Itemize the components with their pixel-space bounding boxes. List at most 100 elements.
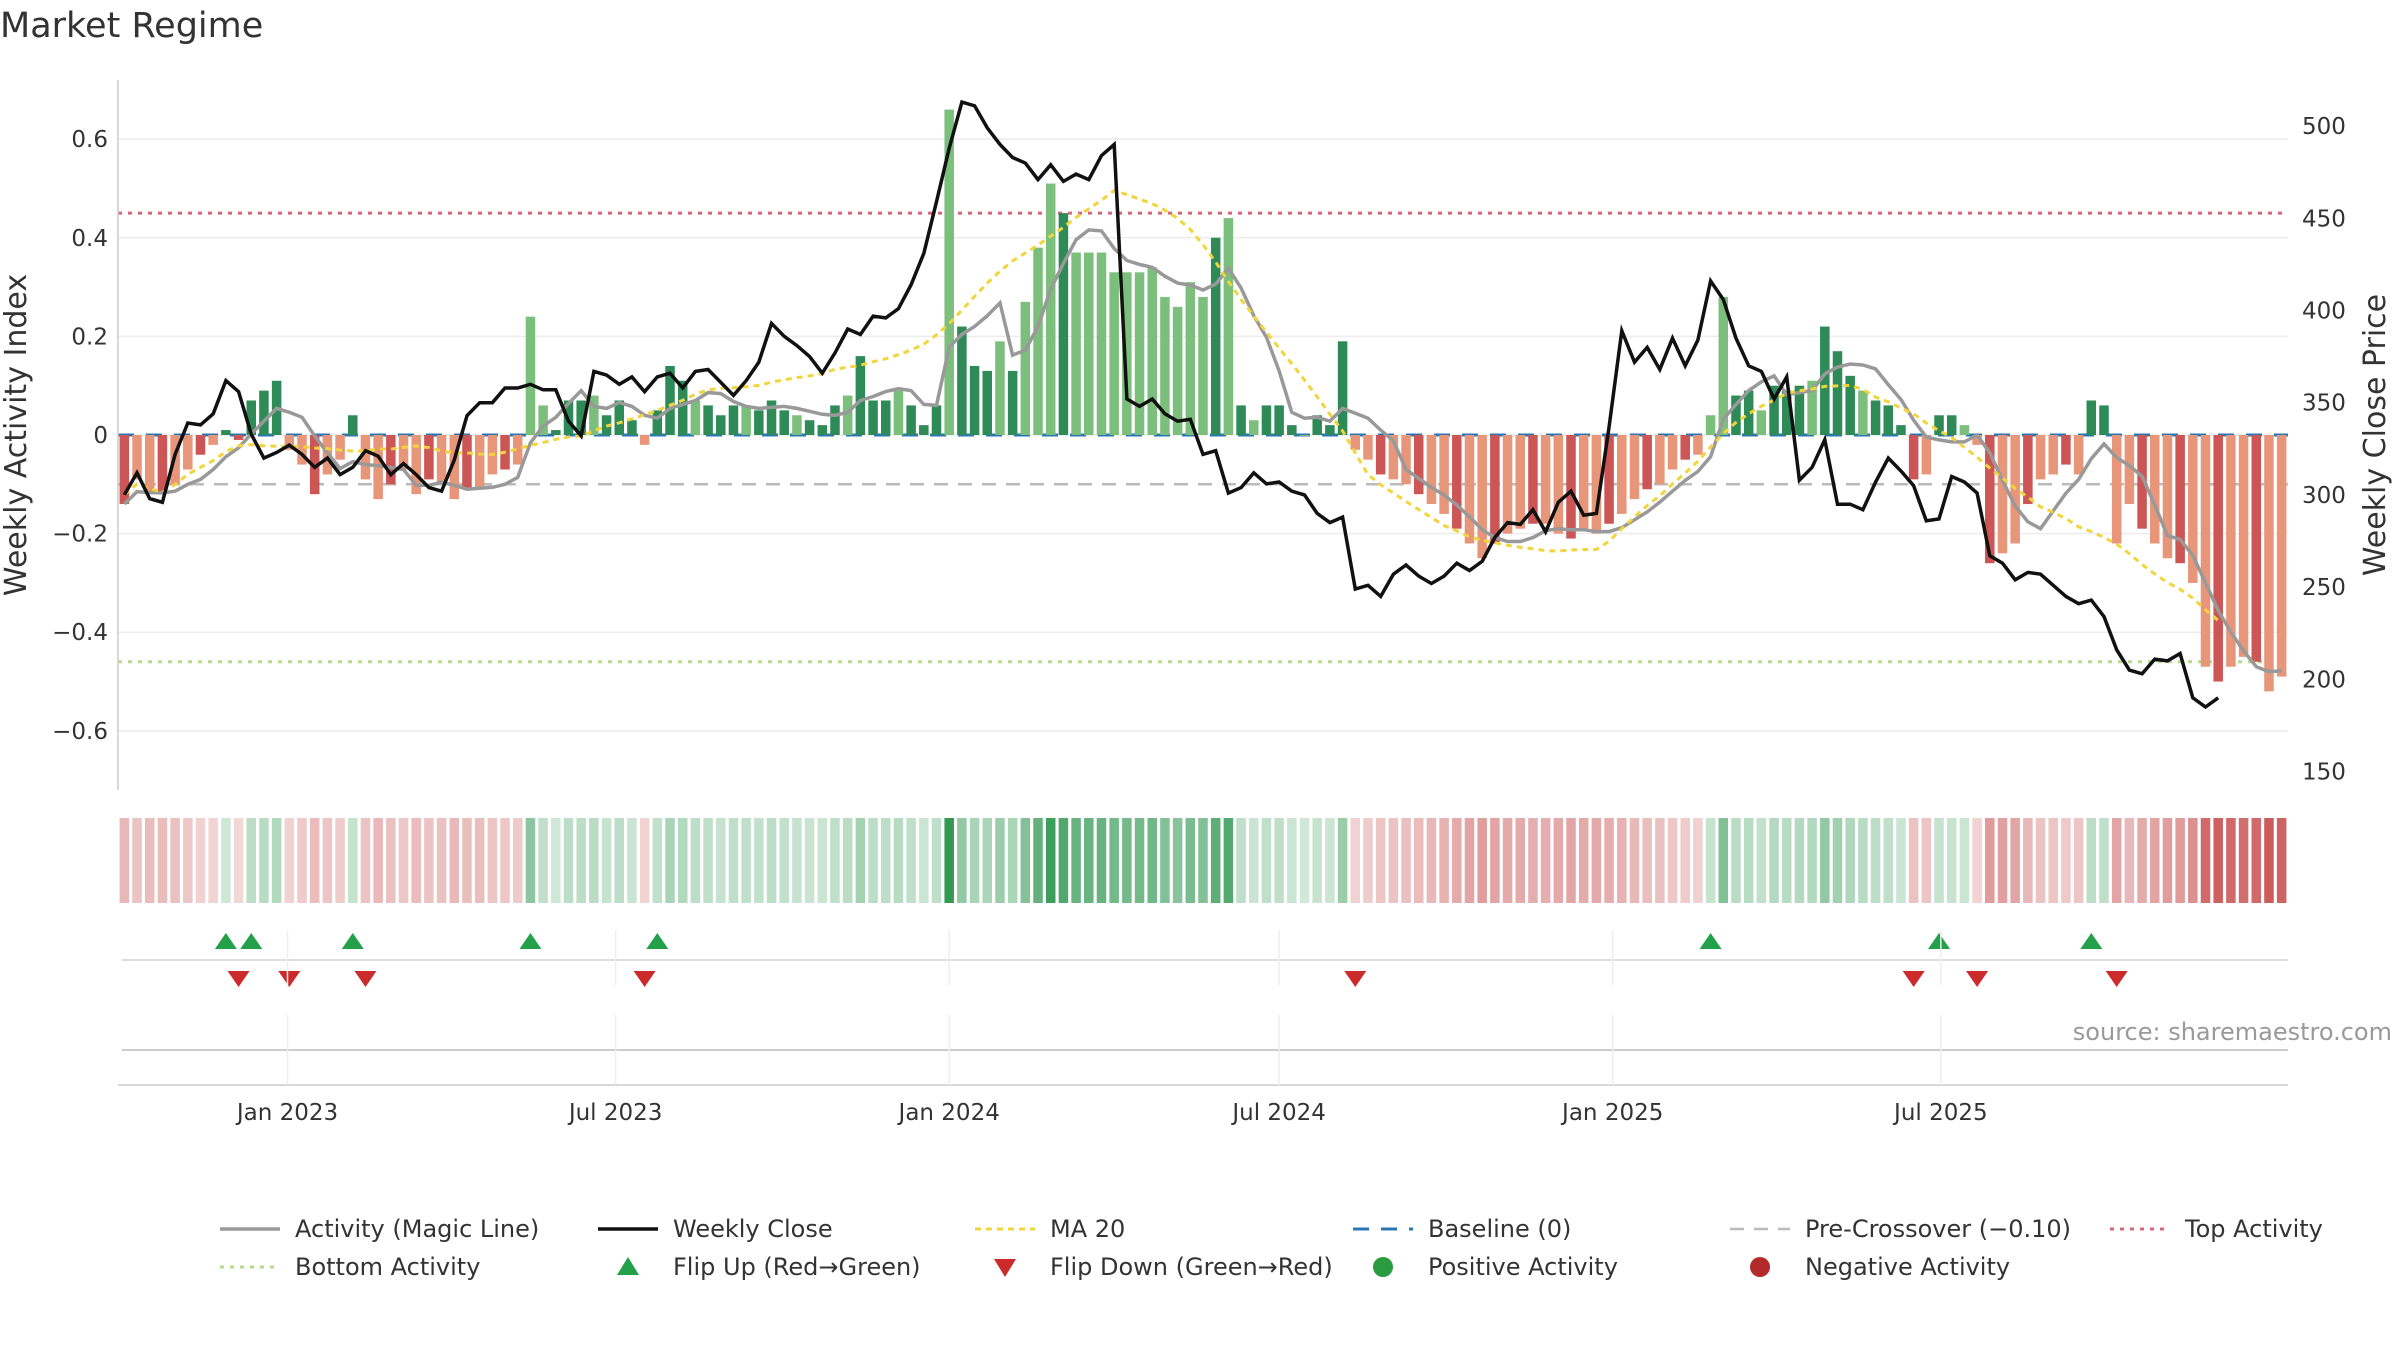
regime-strip-cell [665,818,675,903]
regime-strip-cell [563,818,574,903]
y-tick-label: 0.2 [71,324,108,350]
activity-bar [233,435,244,440]
regime-strip-cell [1007,818,1018,903]
activity-bar [538,405,548,435]
regime-strip-cell [1160,818,1170,903]
legend-item: Baseline (0) [1353,1215,1571,1243]
activity-bar [1908,435,1919,480]
regime-strip-cell [601,818,612,903]
activity-bar [2276,435,2287,677]
regime-strip-cell [2251,818,2262,903]
activity-bar [1769,385,1779,435]
activity-bar [1934,415,1944,435]
regime-strip-cell [119,818,130,903]
y-right-tick-label: 300 [2302,483,2346,509]
activity-bar [1642,435,1652,490]
activity-bar [1743,390,1754,435]
activity-bar [2226,435,2236,667]
regime-strip-cell [335,818,345,903]
activity-bar [1794,385,1805,435]
regime-strip-cell [2035,818,2046,903]
activity-bar [195,435,206,455]
regime-strip-cell [880,818,891,903]
x-axis: Jan 2023 Jul 2023 Jan 2024 Jul 2024 Jan 2025… [118,930,2288,1126]
regime-strip-cell [1820,818,1830,903]
weekly-close-line [122,99,2220,710]
y-right-tick-label: 200 [2302,667,2346,693]
regime-strip-cell [2149,818,2160,903]
regime-strip-cell [1617,818,1627,903]
activity-bar [1363,435,1373,460]
regime-strip-cell [424,818,434,903]
activity-bar [792,415,802,435]
regime-strip-cell [1363,818,1373,903]
regime-strip-cell [1718,818,1729,903]
activity-bar [804,420,815,435]
activity-bar [1553,435,1564,534]
regime-strip-cell [639,818,650,903]
regime-strip-cell [652,818,663,903]
activity-bar [1261,405,1272,435]
activity-bar [639,435,650,445]
regime-strip-cell [1858,818,1868,903]
activity-bar [716,415,726,435]
activity-bar [1312,415,1322,435]
activity-bar [2200,435,2211,667]
regime-strip-cell [576,818,586,903]
activity-bar [2086,400,2097,435]
activity-bar [1680,435,1690,460]
activity-bar [1807,380,1817,435]
x-tick-label: Jan 2024 [897,1100,1000,1126]
legend-label: Weekly Close [673,1215,833,1243]
regime-strip-cell [195,818,206,903]
y-tick-label: 0.6 [71,127,108,153]
regime-strip-cell [1185,818,1196,903]
regime-strip-cell [1401,818,1411,903]
activity-bar [1718,296,1729,435]
regime-strip-cell [2162,818,2173,903]
activity-bar [284,435,295,450]
legend-label: Pre-Crossover (−0.10) [1805,1215,2071,1243]
regime-strip-cell [1337,818,1348,903]
activity-bar [995,341,1005,435]
regime-strip-cell [1464,818,1475,903]
activity-bar [817,425,828,435]
flip-up-marker [214,933,237,949]
legend-label: Flip Down (Green→Red) [1050,1253,1333,1281]
regime-strip-cell [474,818,485,903]
regime-strip-cell [931,818,942,903]
legend-label: MA 20 [1050,1215,1125,1243]
activity-bar [589,395,599,435]
regime-strip-cell [2137,818,2147,903]
activity-bar [2188,435,2198,583]
legend-flip-up-swatch [617,1257,639,1275]
y-right-tick-label: 350 [2302,391,2346,417]
flip-up-marker [341,933,364,949]
activity-magic-line [123,228,2282,674]
activity-bar [1985,435,1995,564]
regime-strip-cell [1908,818,1919,903]
regime-strip-cell [1515,818,1526,903]
activity-bar [157,435,168,495]
regime-strip-cell [1566,818,1576,903]
activity-bars [119,109,2287,692]
activity-bar [2023,435,2033,505]
regime-strip-cell [2061,818,2071,903]
y-right-tick-label: 500 [2302,114,2346,140]
regime-strip-cell [551,818,561,903]
regime-strip-cell [1249,818,1259,903]
activity-bar [1832,351,1843,435]
activity-bar [1845,375,1855,435]
y-tick-label: −0.6 [52,719,108,745]
regime-strip-cell [373,818,383,903]
activity-bar [1693,435,1703,455]
regime-strip-cell [1096,818,1107,903]
activity-bar [1045,183,1056,435]
activity-bar [1236,405,1246,435]
regime-strip-cell [2023,818,2033,903]
regime-strip-cell [1045,818,1056,903]
regime-strip-cell [1769,818,1779,903]
activity-bar [411,435,421,495]
legend-item: MA 20 [975,1215,1125,1243]
regime-strip-cell [957,818,967,903]
